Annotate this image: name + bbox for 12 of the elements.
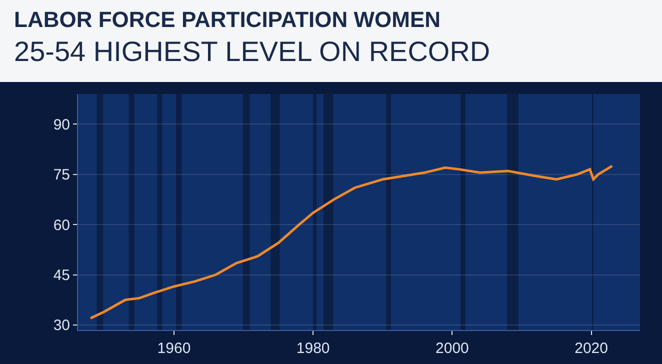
y-tick-label: 45	[53, 267, 70, 284]
y-tick-label: 30	[53, 317, 70, 334]
y-tick-label: 90	[53, 116, 70, 134]
x-tick-label: 1960	[157, 340, 191, 357]
chart-subtitle: 25-54 HIGHEST LEVEL ON RECORD	[14, 35, 492, 69]
x-tick-label: 1980	[296, 340, 330, 357]
y-tick-label: 75	[53, 166, 70, 184]
y-tick-label: 60	[53, 216, 70, 234]
x-tick-label: 2020	[574, 340, 608, 357]
chart-title: LABOR FORCE PARTICIPATION WOMEN	[14, 6, 442, 34]
x-tick-label: 2000	[436, 340, 469, 357]
line-series	[89, 164, 614, 320]
